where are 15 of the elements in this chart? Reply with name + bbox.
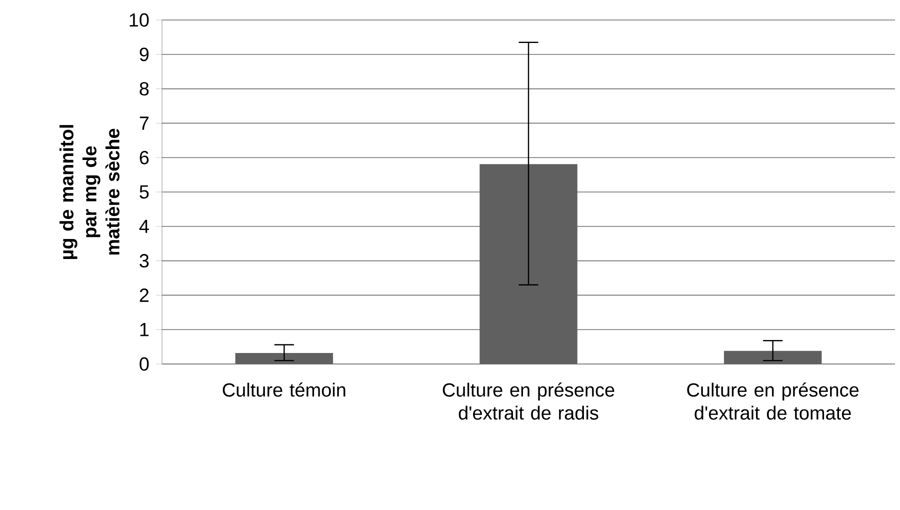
y-tick-label: 8 bbox=[140, 82, 149, 96]
y-tick-label: 3 bbox=[140, 254, 149, 268]
y-tick-label: 0 bbox=[140, 357, 149, 371]
y-tick-label: 9 bbox=[140, 48, 149, 62]
x-tick-label: Culture en présence d'extrait de tomate bbox=[687, 382, 859, 420]
y-tick-label: 2 bbox=[140, 288, 149, 302]
x-tick-label: Culture témoin bbox=[222, 382, 346, 397]
y-tick-label: 7 bbox=[140, 116, 149, 130]
y-tick-label: 1 bbox=[140, 323, 149, 336]
y-tick-label: 4 bbox=[139, 220, 149, 233]
y-tick-label: 6 bbox=[140, 150, 149, 164]
y-tick-label: 5 bbox=[140, 185, 149, 199]
y-tick-label: 10 bbox=[130, 13, 149, 27]
x-tick-label: Culture en présence d'extrait de radis bbox=[442, 382, 614, 420]
y-axis-title: µg de mannitol par mg de matière sèche bbox=[60, 125, 120, 260]
